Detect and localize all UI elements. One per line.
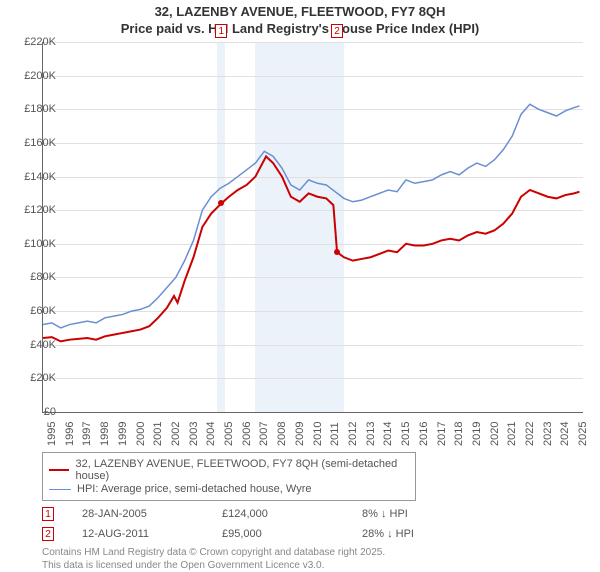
chart-title: 32, LAZENBY AVENUE, FLEETWOOD, FY7 8QH P… xyxy=(0,0,600,38)
x-axis-label: 2006 xyxy=(241,422,253,446)
x-axis-label: 1997 xyxy=(81,422,93,446)
x-axis-label: 2011 xyxy=(329,422,341,446)
legend-swatch-2 xyxy=(49,489,71,490)
x-axis-label: 2010 xyxy=(312,422,324,446)
x-axis-label: 1999 xyxy=(117,422,129,446)
sale-point xyxy=(334,249,340,255)
legend-row-1: 32, LAZENBY AVENUE, FLEETWOOD, FY7 8QH (… xyxy=(49,458,409,482)
sale-point xyxy=(218,200,224,206)
y-axis-label: £80K xyxy=(6,271,56,283)
x-axis-label: 2022 xyxy=(524,422,536,446)
y-axis-label: £0 xyxy=(6,406,56,418)
sale-marker-2: 2 xyxy=(42,527,54,541)
sale-marker-1: 1 xyxy=(42,507,54,521)
x-axis-label: 1998 xyxy=(99,422,111,446)
x-axis-label: 2016 xyxy=(418,422,430,446)
x-axis-label: 2005 xyxy=(223,422,235,446)
sale-date-2: 12-AUG-2011 xyxy=(82,528,222,540)
x-axis-label: 2025 xyxy=(577,422,589,446)
x-axis-label: 2024 xyxy=(559,422,571,446)
x-axis-label: 2003 xyxy=(188,422,200,446)
sale-marker-box: 1 xyxy=(215,24,227,38)
x-axis-label: 2023 xyxy=(542,422,554,446)
x-axis-label: 2020 xyxy=(489,422,501,446)
attribution-line-1: Contains HM Land Registry data © Crown c… xyxy=(42,547,385,558)
x-axis-label: 2000 xyxy=(135,422,147,446)
legend-label-2: HPI: Average price, semi-detached house,… xyxy=(77,483,311,495)
x-axis-label: 2001 xyxy=(152,422,164,446)
line-series-layer xyxy=(43,42,583,412)
sale-marker-box: 2 xyxy=(331,24,343,38)
series-line xyxy=(43,104,579,328)
y-axis-label: £140K xyxy=(6,171,56,183)
x-axis-label: 2015 xyxy=(400,422,412,446)
legend-label-1: 32, LAZENBY AVENUE, FLEETWOOD, FY7 8QH (… xyxy=(75,458,409,482)
x-axis-label: 2012 xyxy=(347,422,359,446)
x-axis-label: 2017 xyxy=(436,422,448,446)
x-axis-label: 2009 xyxy=(294,422,306,446)
y-axis-label: £60K xyxy=(6,305,56,317)
x-axis-label: 2021 xyxy=(506,422,518,446)
attribution-line-2: This data is licensed under the Open Gov… xyxy=(42,560,324,571)
x-axis-label: 1995 xyxy=(46,422,58,446)
y-axis-label: £160K xyxy=(6,137,56,149)
legend-row-2: HPI: Average price, semi-detached house,… xyxy=(49,483,409,495)
x-axis-label: 2002 xyxy=(170,422,182,446)
y-axis-label: £120K xyxy=(6,204,56,216)
sale-delta-2: 28% ↓ HPI xyxy=(362,528,502,540)
title-line-2: Price paid vs. HM Land Registry's House … xyxy=(121,21,480,36)
x-axis-label: 2014 xyxy=(382,422,394,446)
x-axis-label: 1996 xyxy=(64,422,76,446)
x-axis-label: 2008 xyxy=(276,422,288,446)
legend-swatch-1 xyxy=(49,469,69,471)
x-axis-label: 2013 xyxy=(365,422,377,446)
y-axis-label: £100K xyxy=(6,238,56,250)
y-axis-label: £180K xyxy=(6,103,56,115)
sale-row-1: 1 28-JAN-2005 £124,000 8% ↓ HPI xyxy=(42,507,582,521)
x-axis-label: 2019 xyxy=(471,422,483,446)
x-axis-label: 2004 xyxy=(205,422,217,446)
sale-row-2: 2 12-AUG-2011 £95,000 28% ↓ HPI xyxy=(42,527,582,541)
legend-and-footer: 32, LAZENBY AVENUE, FLEETWOOD, FY7 8QH (… xyxy=(42,452,582,572)
y-axis-label: £20K xyxy=(6,372,56,384)
title-line-1: 32, LAZENBY AVENUE, FLEETWOOD, FY7 8QH xyxy=(155,4,446,19)
x-axis-label: 2018 xyxy=(453,422,465,446)
y-axis-label: £200K xyxy=(6,70,56,82)
sale-date-1: 28-JAN-2005 xyxy=(82,508,222,520)
y-axis-label: £40K xyxy=(6,339,56,351)
x-axis-label: 2007 xyxy=(258,422,270,446)
legend-box: 32, LAZENBY AVENUE, FLEETWOOD, FY7 8QH (… xyxy=(42,452,416,501)
sale-price-2: £95,000 xyxy=(222,528,362,540)
sale-price-1: £124,000 xyxy=(222,508,362,520)
plot-area: 12 xyxy=(42,42,583,413)
chart-container: 32, LAZENBY AVENUE, FLEETWOOD, FY7 8QH P… xyxy=(0,0,600,560)
sale-delta-1: 8% ↓ HPI xyxy=(362,508,502,520)
y-axis-label: £220K xyxy=(6,36,56,48)
